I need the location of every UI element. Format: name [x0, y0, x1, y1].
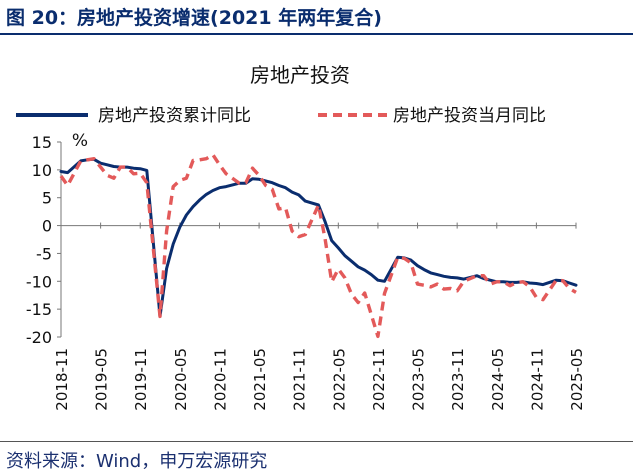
- x-tick-label: 2021-05: [251, 348, 269, 411]
- line-chart: 房地产投资 房地产投资累计同比 房地产投资当月同比 % 15 10 5 0 -5 -10 -1…: [16, 63, 586, 411]
- x-tick-label: 2020-11: [211, 348, 229, 411]
- legend: 房地产投资累计同比 房地产投资当月同比: [16, 106, 546, 126]
- series-line-monthly: [59, 153, 577, 339]
- legend-label-monthly: 房地产投资当月同比: [393, 106, 546, 126]
- legend-label-cumulative: 房地产投资累计同比: [98, 106, 251, 126]
- y-tick-label: -5: [36, 244, 52, 263]
- source-rule: [0, 441, 633, 442]
- x-tick-label: 2023-05: [410, 348, 428, 411]
- x-tick-label: 2024-11: [528, 348, 546, 411]
- y-tick-label: 10: [32, 161, 52, 180]
- chart-title: 房地产投资: [250, 63, 350, 87]
- x-tick-label: 2021-11: [291, 348, 309, 411]
- x-tick-label: 2019-11: [132, 348, 150, 411]
- y-tick-label: -20: [26, 328, 52, 347]
- y-tick-label: -10: [26, 272, 52, 291]
- source-note: 资料来源：Wind，申万宏源研究: [6, 451, 268, 472]
- x-tick-label: 2023-11: [449, 348, 467, 411]
- y-tick-label: 5: [42, 189, 52, 208]
- figure-title: 图 20：房地产投资增速(2021 年两年复合): [6, 7, 382, 29]
- x-tick-label: 2018-11: [53, 348, 71, 411]
- plot-area: [59, 153, 578, 339]
- y-axis-unit-label: %: [72, 131, 88, 151]
- x-tick-label: 2024-05: [489, 348, 507, 411]
- x-tick-label: 2020-05: [172, 348, 190, 411]
- y-tick-label: 0: [42, 217, 52, 236]
- title-rule: [0, 33, 633, 35]
- y-tick-label: 15: [32, 133, 52, 152]
- x-tick-label: 2022-11: [370, 348, 388, 411]
- x-tick-label: 2019-05: [93, 348, 111, 411]
- x-tick-label: 2025-05: [568, 348, 586, 411]
- x-tick-label: 2022-05: [330, 348, 348, 411]
- y-tick-label: -15: [26, 300, 52, 319]
- series-line-cumulative: [59, 157, 578, 318]
